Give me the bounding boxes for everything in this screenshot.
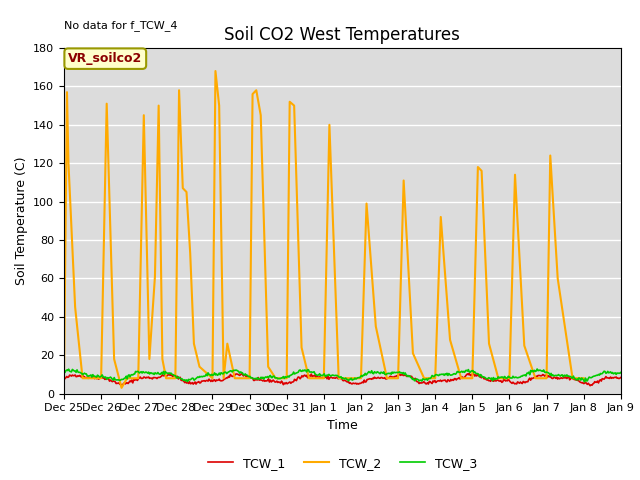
TCW_2 — [283, 375, 291, 381]
TCW_3 — [432, 372, 440, 377]
TCW_1 — [60, 376, 68, 382]
TCW_1 — [313, 373, 321, 379]
TCW_2 — [60, 375, 68, 381]
TCW_3 — [388, 369, 396, 375]
TCW_1 — [480, 376, 488, 382]
TCW_1 — [204, 378, 212, 384]
TCW_2 — [140, 112, 148, 118]
TCW_2 — [186, 251, 194, 256]
TCW_2 — [209, 375, 216, 381]
TCW_1 — [165, 371, 173, 376]
TCW_3 — [312, 372, 320, 377]
TCW_1 — [586, 383, 594, 389]
Text: VR_soilco2: VR_soilco2 — [68, 52, 143, 65]
Text: No data for f_TCW_4: No data for f_TCW_4 — [64, 20, 177, 31]
TCW_3 — [617, 370, 625, 375]
TCW_3 — [533, 366, 541, 372]
TCW_2 — [118, 385, 125, 391]
Title: Soil CO2 West Temperatures: Soil CO2 West Temperatures — [225, 25, 460, 44]
TCW_1 — [617, 374, 625, 380]
TCW_2 — [190, 341, 198, 347]
TCW_2 — [580, 375, 588, 381]
X-axis label: Time: Time — [327, 419, 358, 432]
TCW_2 — [547, 153, 554, 158]
TCW_3 — [159, 371, 166, 377]
TCW_2 — [212, 68, 220, 74]
TCW_3 — [204, 373, 211, 379]
Legend: TCW_1, TCW_2, TCW_3: TCW_1, TCW_2, TCW_3 — [203, 452, 482, 475]
TCW_3 — [580, 379, 588, 385]
TCW_3 — [60, 369, 68, 374]
TCW_1 — [159, 372, 166, 378]
Line: TCW_1: TCW_1 — [64, 373, 621, 386]
Line: TCW_3: TCW_3 — [64, 369, 621, 382]
TCW_1 — [389, 374, 397, 380]
Y-axis label: Soil Temperature (C): Soil Temperature (C) — [15, 156, 28, 285]
TCW_1 — [433, 379, 440, 384]
TCW_3 — [479, 374, 487, 380]
Line: TCW_2: TCW_2 — [64, 71, 584, 388]
